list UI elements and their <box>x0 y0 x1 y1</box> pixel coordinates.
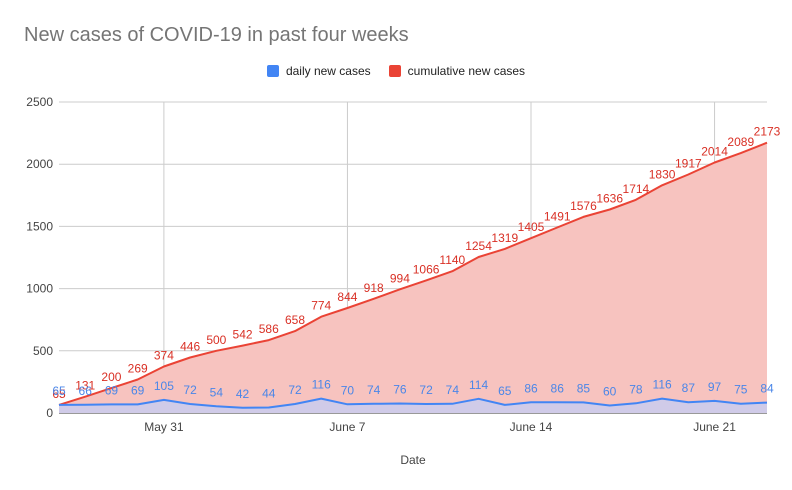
data-label-cumulative-22: 1714 <box>623 182 650 196</box>
data-label-daily-4: 105 <box>154 379 174 393</box>
data-label-cumulative-7: 542 <box>233 328 253 342</box>
data-label-cumulative-6: 500 <box>206 333 226 347</box>
data-label-cumulative-23: 1830 <box>649 167 676 181</box>
data-label-daily-20: 85 <box>577 381 591 395</box>
data-label-cumulative-15: 1140 <box>439 253 465 267</box>
data-label-daily-22: 78 <box>629 382 643 396</box>
data-label-daily-24: 87 <box>682 381 696 395</box>
legend-label-cumulative: cumulative new cases <box>407 64 526 78</box>
data-label-cumulative-14: 1066 <box>413 262 440 276</box>
y-tick-label-1500: 1500 <box>26 219 53 233</box>
data-label-daily-6: 54 <box>210 385 224 399</box>
legend-item-cumulative[interactable]: cumulative new cases <box>388 64 526 78</box>
legend-swatch-cumulative <box>388 65 401 77</box>
data-label-cumulative-17: 1319 <box>491 231 518 245</box>
data-label-daily-3: 69 <box>131 383 145 397</box>
data-label-daily-2: 69 <box>105 383 119 397</box>
data-label-cumulative-11: 844 <box>337 290 357 304</box>
data-label-cumulative-16: 1254 <box>465 239 492 253</box>
data-label-daily-10: 116 <box>312 378 331 392</box>
data-label-daily-15: 74 <box>446 383 460 397</box>
data-label-cumulative-26: 2089 <box>727 135 754 149</box>
x-tick-label-3: June 21 <box>693 420 736 434</box>
y-tick-label-0: 0 <box>46 406 53 420</box>
data-label-daily-5: 72 <box>183 383 197 397</box>
legend-label-daily: daily new cases <box>285 64 371 78</box>
data-label-cumulative-13: 994 <box>390 271 410 285</box>
x-tick-label-1: June 7 <box>329 420 365 434</box>
data-label-cumulative-20: 1576 <box>570 199 597 213</box>
data-label-cumulative-24: 1917 <box>675 157 702 171</box>
data-label-daily-23: 116 <box>653 378 672 392</box>
y-tick-label-500: 500 <box>33 344 53 358</box>
data-label-cumulative-9: 658 <box>285 313 305 327</box>
y-tick-label-2000: 2000 <box>26 157 53 171</box>
y-tick-label-1000: 1000 <box>26 282 53 296</box>
data-label-cumulative-2: 200 <box>101 370 121 384</box>
chart-title: New cases of COVID-19 in past four weeks <box>24 24 409 46</box>
data-label-daily-17: 65 <box>498 384 512 398</box>
data-label-daily-9: 72 <box>288 383 302 397</box>
area-daily <box>59 398 767 413</box>
data-label-cumulative-0: 65 <box>52 387 66 401</box>
data-label-cumulative-27: 2173 <box>754 125 781 139</box>
x-axis-title: Date <box>400 453 426 467</box>
legend-item-daily[interactable]: daily new cases <box>266 64 371 78</box>
data-label-daily-19: 86 <box>551 381 565 395</box>
data-label-daily-12: 74 <box>367 383 381 397</box>
data-label-daily-8: 44 <box>262 387 276 401</box>
data-label-cumulative-21: 1636 <box>596 191 623 205</box>
data-label-daily-11: 70 <box>341 383 355 397</box>
area-cumulative <box>59 142 767 413</box>
data-label-cumulative-1: 131 <box>75 379 95 393</box>
x-tick-label-0: May 31 <box>144 420 184 434</box>
line-daily <box>58 397 768 409</box>
data-label-daily-27: 84 <box>760 382 774 396</box>
data-label-daily-0: 65 <box>52 384 66 398</box>
data-label-cumulative-4: 374 <box>154 348 174 362</box>
data-label-daily-25: 97 <box>708 380 722 394</box>
data-label-cumulative-19: 1491 <box>544 210 571 224</box>
data-label-cumulative-3: 269 <box>128 362 148 376</box>
data-label-daily-7: 42 <box>236 387 250 401</box>
data-label-cumulative-5: 446 <box>180 340 200 354</box>
data-label-cumulative-12: 918 <box>364 281 384 295</box>
x-tick-label-2: June 14 <box>510 420 553 434</box>
legend-swatch-daily <box>266 65 279 77</box>
legend: daily new cases cumulative new cases <box>0 64 792 78</box>
data-label-daily-26: 75 <box>734 383 748 397</box>
data-label-daily-13: 76 <box>393 383 407 397</box>
data-label-daily-1: 66 <box>79 384 93 398</box>
data-label-daily-14: 72 <box>419 383 433 397</box>
data-label-cumulative-10: 774 <box>311 299 331 313</box>
data-label-daily-21: 60 <box>603 385 617 399</box>
data-label-daily-18: 86 <box>524 381 538 395</box>
data-label-cumulative-25: 2014 <box>701 144 728 158</box>
data-label-cumulative-8: 586 <box>259 322 279 336</box>
y-tick-label-2500: 2500 <box>26 95 53 109</box>
data-label-daily-16: 114 <box>469 378 488 392</box>
line-cumulative <box>58 141 768 406</box>
data-label-cumulative-18: 1405 <box>518 220 545 234</box>
